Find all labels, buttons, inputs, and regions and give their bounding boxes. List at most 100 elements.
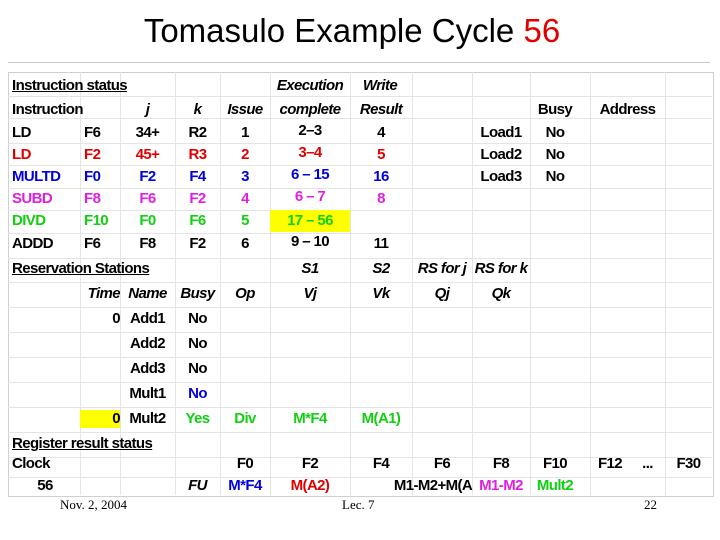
issue-header: Issue [227,101,263,118]
instruction-op: ADDD [12,235,54,252]
load-buffer-name: Load3 [480,168,522,185]
reservation-stations-label: Reservation Stations [12,260,150,277]
rs-busy: No [188,335,207,352]
instruction-dest: F10 [84,212,109,229]
register-name: F4 [372,455,390,472]
instruction-write-result: 4 [377,124,385,141]
grid-vline [120,72,121,495]
instruction-write-result: 16 [373,168,389,185]
rs-name: Add2 [129,335,166,352]
register-fu: M*F4 [228,477,262,494]
grid-vline [590,72,591,495]
grid-hline [8,407,712,408]
instruction-j: F6 [139,190,156,207]
register-name: F8 [492,455,510,472]
rs-for-j-header: RS for j [417,260,467,277]
instruction-issue: 1 [241,124,249,141]
grid-vline [270,72,271,495]
grid-hline [8,332,712,333]
register-name: F12 [597,455,623,472]
load-buffer-busy: No [545,146,565,163]
grid-vline [530,72,531,495]
instruction-header: Instruction [12,101,84,118]
time-header: Time [87,285,120,302]
footer-page-number: 22 [644,497,657,512]
rs-name: Mult1 [129,385,166,402]
load-buffer-busy: No [545,124,565,141]
grid-frame [8,72,714,497]
register-name: F0 [236,455,254,472]
rs-time: 0 [112,310,120,327]
grid-hline [8,477,712,478]
grid-hline [8,165,712,166]
instruction-issue: 3 [241,168,249,185]
instruction-dest: F6 [84,235,101,252]
grid-hline [8,282,712,283]
grid-hline [8,233,712,234]
grid-hline [8,210,712,211]
title-divider [8,62,710,63]
grid-hline [8,382,712,383]
rs-name: Add3 [129,360,166,377]
instruction-j: F2 [139,168,156,185]
grid-hline [8,118,712,119]
rs-busy: No [188,385,207,402]
instruction-exec-complete: 17 – 56 [270,210,350,232]
instruction-op: SUBD [12,190,53,207]
vj-header: Vj [303,285,318,302]
rs-vk: M(A1) [361,410,401,427]
instruction-k: F6 [189,212,206,229]
instruction-issue: 5 [241,212,249,229]
instruction-j: F8 [139,235,156,252]
register-fu: Mult2 [536,477,574,494]
s2-header: S2 [372,260,390,277]
grid-vline [175,72,176,495]
rs-vj: M*F4 [293,410,327,427]
instruction-dest: F0 [84,168,101,185]
fu-label: FU [188,477,207,494]
rs-busy: Yes [185,410,210,427]
complete-header: complete [279,101,341,118]
instruction-dest: F8 [84,190,101,207]
instruction-j: F0 [139,212,156,229]
instruction-exec-complete: 6 – 7 [294,188,326,205]
register-fu: M1-M2+M(A [393,477,473,494]
rs-time: 0 [80,410,120,428]
k-header: k [193,101,202,118]
instruction-exec-complete: 9 – 10 [290,233,330,250]
instruction-op: LD [12,124,31,141]
instruction-exec-complete: 2–3 [298,122,322,139]
op-header: Op [235,285,255,302]
load-buffer-name: Load2 [480,146,522,163]
vk-header: Vk [372,285,390,302]
grid-hline [8,307,712,308]
instruction-write-result: 8 [377,190,385,207]
execution-header: Execution [276,77,344,94]
rs-busy: No [188,360,207,377]
register-name: F6 [433,455,451,472]
instruction-op: MULTD [12,168,61,185]
busy-header: Busy [180,285,215,302]
s1-header: S1 [301,260,319,277]
instruction-status-label: Instruction status [12,77,128,94]
grid-vline [412,72,413,495]
instruction-j: 34+ [135,124,160,141]
write-header: Write [362,77,398,94]
instruction-dest: F6 [84,124,101,141]
instruction-issue: 4 [241,190,249,207]
register-fu: M1-M2 [479,477,523,494]
instruction-write-result: 11 [373,235,389,252]
register-result-status-label: Register result status [12,435,153,452]
grid-hline [8,432,712,433]
grid-vline [80,72,81,495]
rs-name: Add1 [129,310,166,327]
slide-title: Tomasulo Example Cycle 56 [143,12,561,49]
register-fu: M(A2) [290,477,330,494]
instruction-issue: 6 [241,235,249,252]
register-name: F2 [301,455,319,472]
instruction-k: R3 [188,146,208,163]
result-header: Result [359,101,403,118]
grid-vline [472,72,473,495]
grid-vline [665,72,666,495]
register-name: F30 [676,455,701,472]
